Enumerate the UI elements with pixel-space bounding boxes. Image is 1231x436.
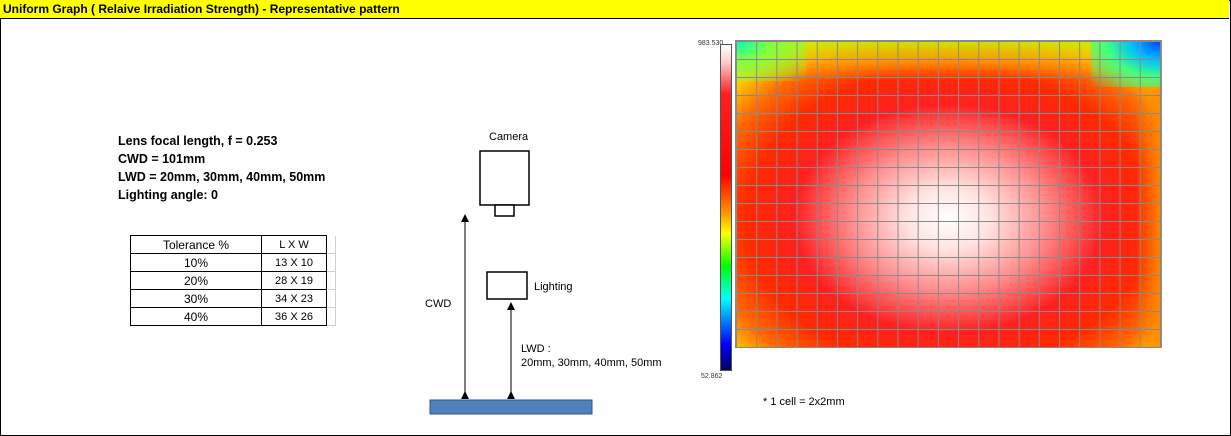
- cwd-label: CWD: [425, 298, 452, 310]
- lighting-unit: [486, 271, 528, 300]
- lighting-label: Lighting: [534, 281, 573, 293]
- irradiation-heatmap: [735, 40, 1162, 348]
- camera-label: Camera: [489, 131, 529, 143]
- color-scale-bar: [720, 44, 732, 371]
- scale-min-label: 52.862: [701, 373, 723, 380]
- lwd-values: 20mm, 30mm, 40mm, 50mm: [521, 357, 662, 369]
- camera-lens: [494, 204, 515, 217]
- target-object: [429, 399, 593, 415]
- spec-lighting-angle: Lighting angle: 0: [118, 188, 218, 202]
- lens-specs: Lens focal length, f = 0.253 CWD = 101mm…: [118, 132, 325, 204]
- table-row: 30% 34 X 23: [130, 289, 336, 308]
- tolerance-table: Tolerance % L X W 10% 13 X 10 20% 28 X 1…: [130, 235, 336, 326]
- page-title: Uniform Graph ( Relaive Irradiation Stre…: [0, 0, 1229, 19]
- spec-cwd: CWD = 101mm: [118, 152, 206, 166]
- heatmap-grid: [736, 41, 1161, 347]
- lwd-label: LWD :: [521, 343, 551, 355]
- spec-lwd: LWD = 20mm, 30mm, 40mm, 50mm: [118, 170, 326, 184]
- header-lxw: L X W: [261, 235, 327, 254]
- camera-body: [479, 150, 530, 206]
- table-row: 40% 36 X 26: [130, 307, 336, 326]
- cell-note: * 1 cell = 2x2mm: [763, 396, 845, 408]
- scale-max-label: 983.530: [698, 40, 724, 47]
- spec-focal-length: Lens focal length, f = 0.253: [118, 134, 278, 148]
